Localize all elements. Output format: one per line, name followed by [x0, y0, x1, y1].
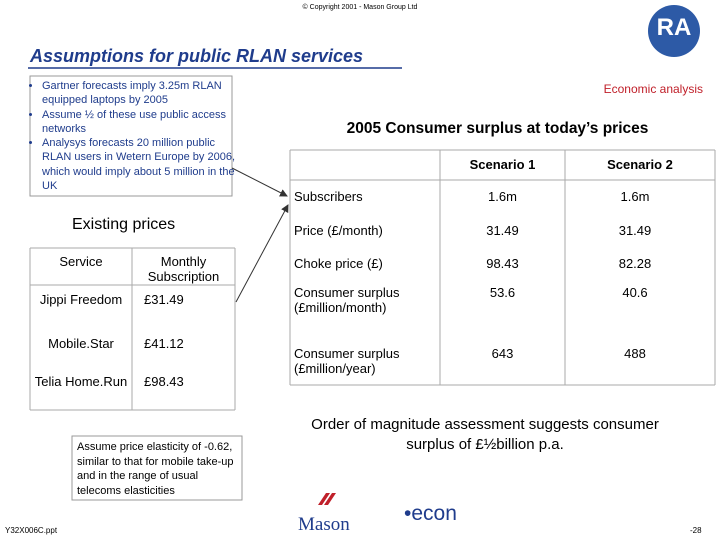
header-cell: Scenario 2	[607, 157, 673, 172]
value-cell: 82.28	[618, 256, 652, 271]
value-cell: 98.43	[486, 256, 519, 271]
value-cell: 53.6	[489, 285, 516, 300]
header-cell: Service	[59, 254, 103, 269]
value-cell: 643	[491, 346, 514, 361]
econ-logo: •econ	[404, 502, 457, 525]
header-cell: Monthly Subscription	[147, 254, 220, 284]
conclusion: Order of magnitude assessment suggests c…	[311, 416, 659, 453]
bullet: Analysys forecasts 20 million public RLA…	[42, 136, 238, 193]
value-cell: 488	[624, 346, 646, 361]
mason-logo: Mason	[298, 514, 350, 535]
copyright: © Copyright 2001 - Mason Group Ltd	[302, 4, 418, 11]
bullet: Gartner forecasts imply 3.25m RLAN equip…	[42, 79, 238, 108]
value-cell: 1.6m	[488, 189, 517, 204]
file-name: Y32X006C.ppt	[5, 526, 58, 535]
logo: RA	[656, 14, 692, 41]
row-label: Price (£/month)	[294, 223, 383, 238]
price-cell: £41.12	[144, 336, 184, 351]
value-cell: 1.6m	[620, 189, 650, 204]
value-cell: 31.49	[618, 223, 652, 238]
note: Assume price elasticity of -0.62, simila…	[77, 441, 234, 497]
bullet-list: Gartner forecasts imply 3.25m RLAN equip…	[34, 79, 238, 193]
row-label: Consumer surplus (£million/year)	[294, 346, 400, 376]
header-cell: Scenario 1	[469, 157, 536, 172]
row-label: Consumer surplus (£million/month)	[294, 285, 400, 315]
value-cell: 31.49	[486, 223, 519, 238]
service-cell: Telia Home.Run	[34, 374, 128, 389]
page-number: -28	[690, 526, 702, 535]
service-cell: Jippi Freedom	[39, 292, 123, 307]
analysis-tag: Economic analysis	[603, 82, 703, 96]
price-cell: £98.43	[144, 374, 184, 389]
title: Assumptions for public RLAN services	[30, 46, 364, 66]
price-cell: £31.49	[144, 292, 184, 307]
bullet: Assume ½ of these use public access netw…	[42, 108, 238, 137]
service-cell: Mobile.Star	[48, 336, 114, 351]
existing-title: Existing prices	[72, 216, 176, 233]
analysis-title: 2005 Consumer surplus at today’s prices	[346, 120, 649, 137]
value-cell: 40.6	[622, 285, 648, 300]
row-label: Subscribers	[294, 189, 363, 204]
row-label: Choke price (£)	[294, 256, 383, 271]
